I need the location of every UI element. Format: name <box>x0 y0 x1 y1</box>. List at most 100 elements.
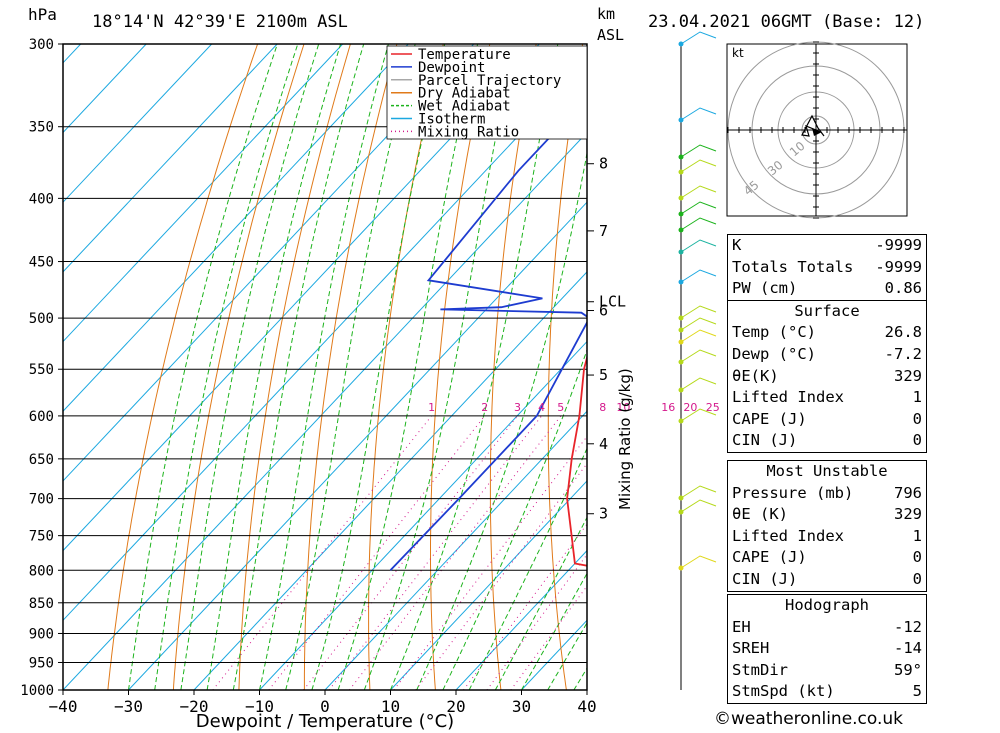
dry-adiabat-line <box>604 44 632 690</box>
mixing-ratio-axis-title: Mixing Ratio (g/kg) <box>616 368 634 510</box>
most-unstable-label: Lifted Index <box>732 526 844 545</box>
hodo-value: 59° <box>894 660 922 679</box>
isotherm-line <box>63 62 587 622</box>
wet-adiabat-line <box>232 44 365 690</box>
asl-unit-label: ASL <box>597 26 625 44</box>
isotherm-line <box>63 44 409 412</box>
plot-frame <box>62 43 588 691</box>
surface-value: 26.8 <box>884 323 922 342</box>
pressure-tick-label: 550 <box>29 362 54 378</box>
pw-value: 0.86 <box>884 279 922 298</box>
most-unstable-row: CIN (J) 0 <box>728 569 926 591</box>
isotherm-line <box>63 44 278 273</box>
pressure-tick-label: 800 <box>29 563 54 579</box>
wet-adiabat-line <box>180 44 320 690</box>
wind-profile <box>678 31 717 690</box>
surface-label: Temp (°C) <box>732 323 816 342</box>
pressure-tick-label: 450 <box>29 255 54 271</box>
mixing-ratio-line <box>510 585 587 690</box>
most-unstable-label: θE (K) <box>732 505 788 524</box>
hodo-value: 5 <box>912 682 922 701</box>
most-unstable-value: 0 <box>912 569 922 588</box>
wind-barb <box>680 144 717 158</box>
isotherm-line <box>63 44 475 482</box>
wind-barb <box>680 329 717 343</box>
surface-row: θE(K) 329 <box>728 366 926 388</box>
most-unstable-label: CAPE (J) <box>732 548 807 567</box>
most-unstable-value: 329 <box>894 505 922 524</box>
surface-title: Surface <box>794 301 860 320</box>
pressure-tick-label: 700 <box>29 492 54 508</box>
wind-barb <box>680 201 717 215</box>
isotherm-line <box>193 271 587 690</box>
km-tick-label: 5 <box>599 366 608 384</box>
pressure-tick-label: 750 <box>29 529 54 545</box>
isotherm-line <box>455 549 587 690</box>
wind-barb <box>680 377 717 391</box>
most-unstable-label: Pressure (mb) <box>732 483 854 502</box>
dry-adiabat-line <box>238 44 351 690</box>
legend-entry: Mixing Ratio <box>418 124 519 140</box>
surface-row: Temp (°C) 26.8 <box>728 322 926 344</box>
most-unstable-row: Pressure (mb) 796 <box>728 483 926 505</box>
km-tick-label: 3 <box>599 505 608 523</box>
surface-label: Dewp (°C) <box>732 344 816 363</box>
km-tick-label: 7 <box>599 222 608 240</box>
wind-barb <box>680 185 717 199</box>
wind-barb <box>680 239 717 253</box>
wind-barb <box>680 499 717 513</box>
mixing-ratio-label: 2 <box>481 401 488 414</box>
x-axis-title: Dewpoint / Temperature (°C) <box>196 711 454 732</box>
surface-label: CIN (J) <box>732 431 798 450</box>
pressure-unit-label: hPa <box>28 5 57 24</box>
legend-entry: Isotherm <box>418 112 485 128</box>
pressure-tick-label: 950 <box>29 655 54 671</box>
k-label: K <box>732 236 742 254</box>
wind-barb <box>680 317 717 331</box>
km-unit-label: km <box>597 5 616 23</box>
wind-barb <box>680 269 717 283</box>
mixing-ratio-label: 10 <box>616 401 630 414</box>
most-unstable-value: 1 <box>912 526 922 545</box>
temperature-tick-label: 30 <box>512 697 531 716</box>
mixing-ratio-label: 4 <box>538 401 545 414</box>
temperature-tick-label: −40 <box>49 697 78 716</box>
hodo-row: SREH -14 <box>728 638 926 660</box>
most-unstable-label: CIN (J) <box>732 569 798 588</box>
most-unstable-row: CAPE (J) 0 <box>728 547 926 569</box>
hodograph-trace <box>801 114 825 137</box>
hodo-label: StmDir <box>732 660 788 679</box>
isotherm-line <box>63 131 587 690</box>
pw-label: PW (cm) <box>732 279 798 298</box>
mixing-ratio-line <box>486 553 587 690</box>
hodograph-table: Hodograph EH -12 SREH -14 StmDir 59° StmSpd (k… <box>727 594 927 704</box>
pressure-tick-label: 650 <box>29 452 54 468</box>
pressure-tick-label: 500 <box>29 311 54 327</box>
pressure-tick-label: 900 <box>29 626 54 642</box>
temperature-tick-label: −10 <box>245 697 274 716</box>
legend-entry: Dry Adiabat <box>418 86 511 102</box>
most-unstable-row: Lifted Index 1 <box>728 526 926 548</box>
surface-value: -7.2 <box>884 344 922 363</box>
most-unstable-value: 0 <box>912 548 922 567</box>
wind-barb <box>680 159 717 173</box>
surface-value: 329 <box>894 366 922 385</box>
hodograph-unit-label: kt <box>732 46 744 60</box>
pressure-tick-label: 300 <box>29 37 54 53</box>
pressure-tick-label: 350 <box>29 120 54 136</box>
isotherm-line <box>63 44 344 343</box>
wind-barb <box>680 555 717 569</box>
copyright-text[interactable]: ©weatheronline.co.uk <box>714 709 904 729</box>
km-tick-label: 6 <box>599 302 608 320</box>
hodo-row: StmSpd (kt) 5 <box>728 681 926 703</box>
legend-entry: Parcel Trajectory <box>418 73 561 89</box>
isotherm-line <box>63 44 147 134</box>
surface-label: θE(K) <box>732 366 779 385</box>
dry-adiabat-line <box>659 44 698 690</box>
legend-box <box>386 45 588 140</box>
pressure-tick-label: 850 <box>29 596 54 612</box>
most-unstable-title: Most Unstable <box>766 462 888 480</box>
km-tick-label: 4 <box>599 435 608 453</box>
surface-row: Lifted Index 1 <box>728 387 926 409</box>
